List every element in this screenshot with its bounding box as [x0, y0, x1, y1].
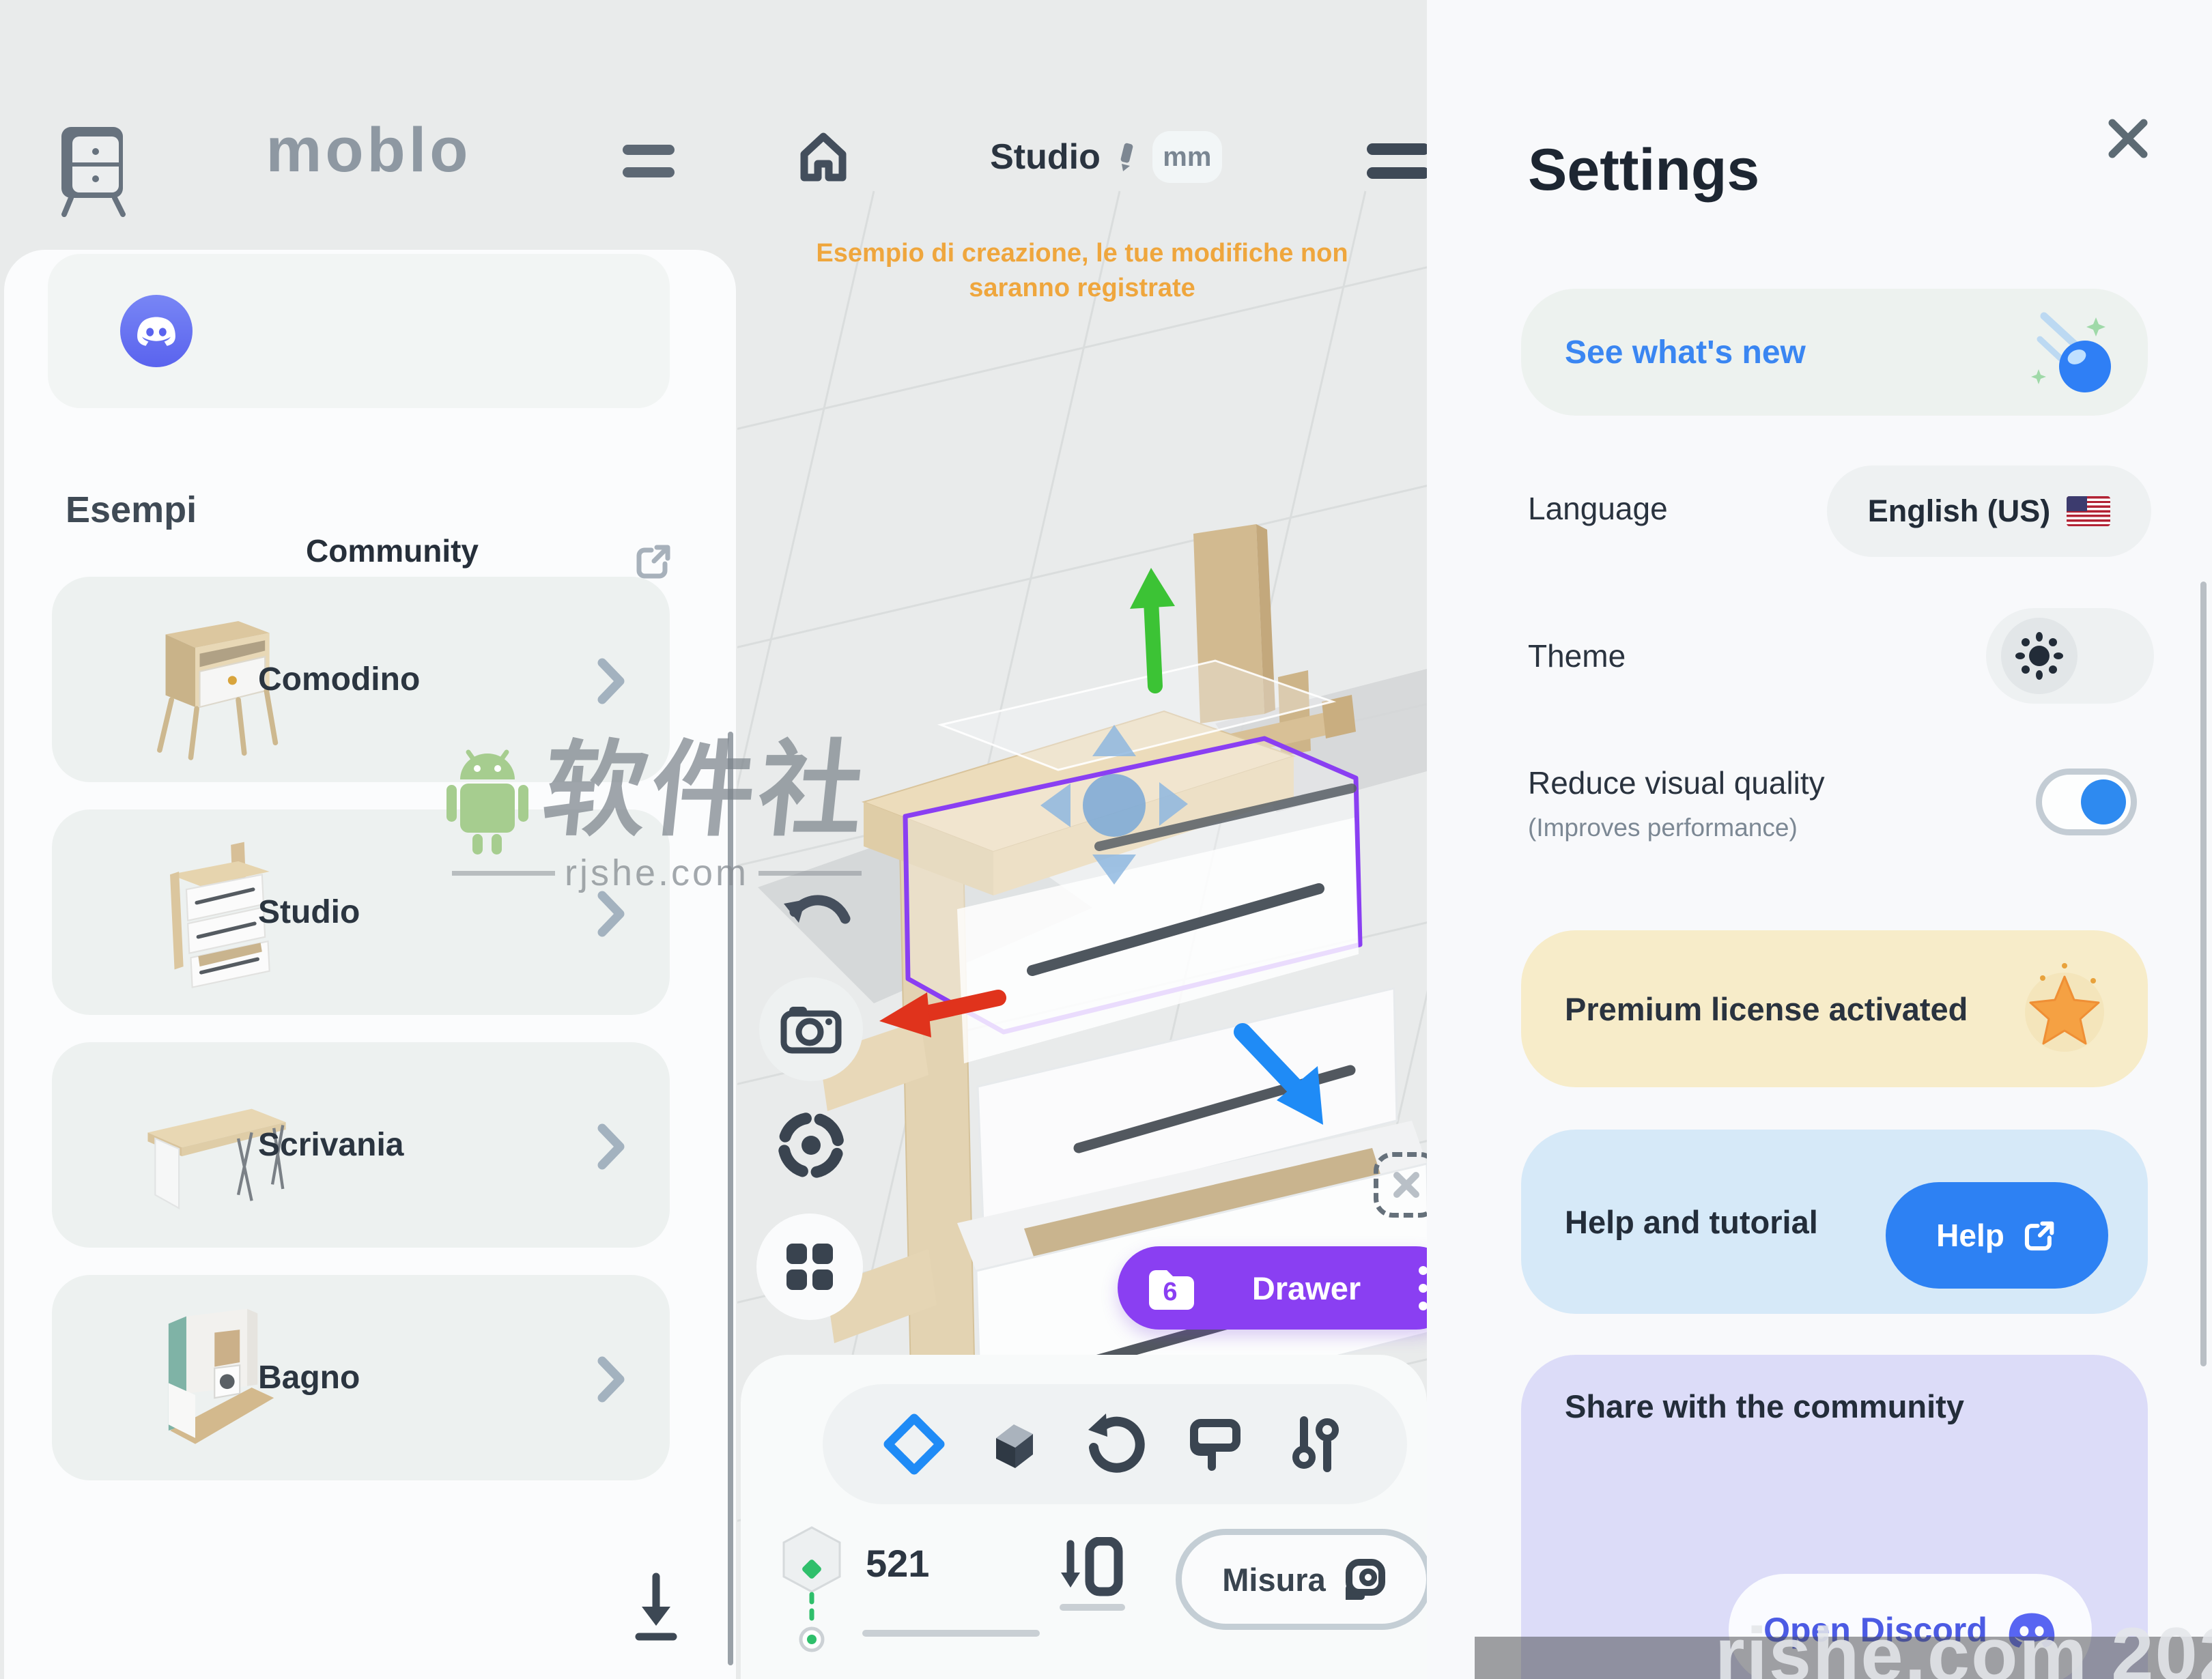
- folder-badge-icon: 6: [1149, 1270, 1194, 1310]
- sidebar-panel: moblo Community Discord Esempi: [0, 0, 737, 1679]
- whats-new-card[interactable]: See what's new: [1521, 289, 2148, 416]
- grid-icon: [786, 1244, 833, 1290]
- us-flag-icon: [2067, 496, 2111, 526]
- sidebar-item-label: Scrivania: [258, 1127, 404, 1163]
- focus-target-icon: [778, 1112, 845, 1179]
- community-discord-link[interactable]: Community Discord: [48, 254, 670, 600]
- premium-license-card: Premium license activated: [1521, 930, 2148, 1087]
- floor-underline: [1060, 1604, 1125, 1611]
- settings-sliders-icon[interactable]: [1284, 1412, 1348, 1476]
- project-title-group: Studio mm: [942, 124, 1270, 190]
- quality-sublabel: (Improves performance): [1528, 814, 1798, 842]
- menu-icon: [623, 145, 675, 155]
- chevron-right-icon: [597, 658, 625, 704]
- settings-panel: Settings See what's new Language English…: [1427, 0, 2212, 1679]
- rotate-tool-icon[interactable]: [1083, 1412, 1147, 1476]
- help-label: Help and tutorial: [1565, 1203, 1818, 1240]
- community-title: Community: [306, 533, 479, 569]
- elevation-underline: [862, 1630, 1040, 1637]
- move-tool-icon[interactable]: [882, 1412, 946, 1476]
- example-warning-text: Esempio di creazione, le tue modifiche n…: [816, 239, 1348, 303]
- svg-text:6: 6: [1163, 1278, 1177, 1306]
- paint-tool-icon[interactable]: [1183, 1412, 1247, 1476]
- edit-pencil-icon[interactable]: [1113, 142, 1140, 172]
- quality-toggle[interactable]: [2036, 769, 2137, 835]
- toggle-knob: [2081, 779, 2126, 824]
- measure-label: Misura: [1222, 1561, 1326, 1598]
- close-icon[interactable]: [2097, 108, 2159, 169]
- camera-icon: [780, 1007, 842, 1054]
- premium-label: Premium license activated: [1565, 990, 1968, 1027]
- home-icon[interactable]: [796, 128, 851, 186]
- section-label-esempi: Esempi: [66, 489, 197, 530]
- open-discord-button[interactable]: Open Discord: [1729, 1574, 2092, 1679]
- settings-scrollbar[interactable]: [2200, 582, 2207, 1366]
- elevation-value[interactable]: 521: [866, 1542, 930, 1585]
- share-title: Share with the community: [1565, 1388, 1964, 1424]
- axis-right-arrow: [1234, 1023, 1305, 1097]
- editor-menu-button[interactable]: [1367, 143, 1430, 179]
- axis-left-arrow: [912, 990, 1006, 1023]
- settings-title: Settings: [1528, 137, 1760, 203]
- model-drawer-cart: [819, 524, 1427, 1482]
- whats-new-link: See what's new: [1565, 334, 1806, 371]
- help-button[interactable]: Help: [1886, 1182, 2108, 1289]
- measure-button[interactable]: Misura: [1176, 1529, 1432, 1630]
- project-title[interactable]: Studio: [990, 137, 1101, 177]
- discord-icon: [120, 295, 193, 367]
- chevron-right-icon: [597, 1356, 625, 1403]
- tape-measure-icon: [1345, 1559, 1385, 1600]
- focus-target-button[interactable]: [770, 1104, 852, 1186]
- panel-extrude-tool-icon[interactable]: [982, 1412, 1047, 1476]
- external-link-icon: [636, 545, 670, 579]
- sidebar-item-label: Bagno: [258, 1360, 360, 1396]
- components-grid-button[interactable]: [756, 1214, 863, 1320]
- download-icon[interactable]: [627, 1570, 685, 1641]
- menu-icon: [1367, 143, 1430, 155]
- sun-icon: [2015, 632, 2063, 680]
- sidebar-menu-button[interactable]: [623, 145, 675, 177]
- app-logo: moblo: [266, 115, 472, 185]
- chevron-right-icon: [597, 1123, 625, 1170]
- bagno-thumbnail: [168, 1308, 274, 1444]
- kebab-menu-icon[interactable]: [1419, 1265, 1428, 1310]
- theme-label: Theme: [1528, 638, 1626, 674]
- move-gizmo: [1040, 725, 1188, 885]
- sidebar-scrollbar[interactable]: [728, 732, 733, 1665]
- scrivania-thumbnail: [147, 1108, 286, 1210]
- discord-icon: [2009, 1613, 2055, 1648]
- language-value: English (US): [1867, 493, 2051, 528]
- sidebar-item-studio[interactable]: Studio: [52, 809, 670, 1015]
- unit-badge[interactable]: mm: [1152, 131, 1222, 183]
- close-x-icon: [1393, 1172, 1419, 1198]
- sidebar-item-bagno[interactable]: Bagno: [52, 1275, 670, 1480]
- light-theme-option[interactable]: [2001, 618, 2078, 694]
- quality-label: Reduce visual quality: [1528, 765, 1825, 801]
- help-card: Help and tutorial Help: [1521, 1130, 2148, 1314]
- moblo-logo-icon: [61, 127, 126, 217]
- selected-part-label: Drawer: [1251, 1269, 1361, 1306]
- theme-selector[interactable]: [1986, 608, 2154, 704]
- elevation-indicator[interactable]: [782, 1526, 841, 1656]
- editor-toolbar: [823, 1384, 1407, 1504]
- language-label: Language: [1528, 491, 1668, 526]
- external-link-icon: [2024, 1221, 2054, 1251]
- undo-icon[interactable]: [778, 889, 855, 947]
- premium-star-icon: [2025, 963, 2104, 1052]
- chevron-right-icon: [597, 891, 625, 937]
- sidebar-item-label: Studio: [258, 894, 360, 930]
- selected-part-button[interactable]: 6 Drawer: [1118, 1246, 1458, 1330]
- language-selector[interactable]: English (US): [1827, 465, 2151, 557]
- comet-icon: [2031, 312, 2111, 392]
- camera-screenshot-button[interactable]: [759, 977, 863, 1081]
- drop-to-floor-icon[interactable]: [1057, 1537, 1125, 1600]
- studio-thumbnail: [170, 842, 270, 988]
- sidebar-item-label: Comodino: [258, 661, 421, 698]
- transform-gizmo: [879, 568, 1323, 1125]
- axis-up-arrow: [1144, 593, 1163, 693]
- sidebar-item-scrivania[interactable]: Scrivania: [52, 1042, 670, 1248]
- comodino-thumbnail: [157, 620, 279, 760]
- sidebar-item-comodino[interactable]: Comodino: [52, 577, 670, 782]
